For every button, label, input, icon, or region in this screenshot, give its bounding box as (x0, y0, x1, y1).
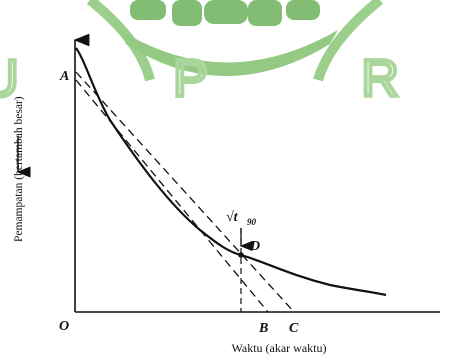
point-c-label: C (289, 321, 299, 336)
x-axis-label: Waktu (akar waktu) (232, 341, 327, 355)
point-a-label: A (59, 69, 69, 84)
sqrt-t90-label: √t 90 (226, 210, 257, 227)
point-d-label: D (249, 239, 260, 254)
watermark-text: U P R (0, 50, 450, 108)
sqrt-t90-main: √t (226, 210, 239, 225)
watermark-emblem (120, 0, 338, 76)
tangent-line-c (75, 71, 295, 313)
watermark: U P R (0, 0, 450, 110)
watermark-arc-right (313, 0, 384, 82)
sqrt-t90-sub: 90 (247, 217, 257, 227)
y-axis-label: Pemampatan (bertambah besar) (13, 96, 25, 242)
point-b-label: B (258, 321, 268, 336)
origin-label: O (59, 319, 69, 334)
point-d-marker (238, 252, 244, 258)
consolidation-curve (75, 47, 387, 297)
tangent-line-b (75, 79, 269, 313)
